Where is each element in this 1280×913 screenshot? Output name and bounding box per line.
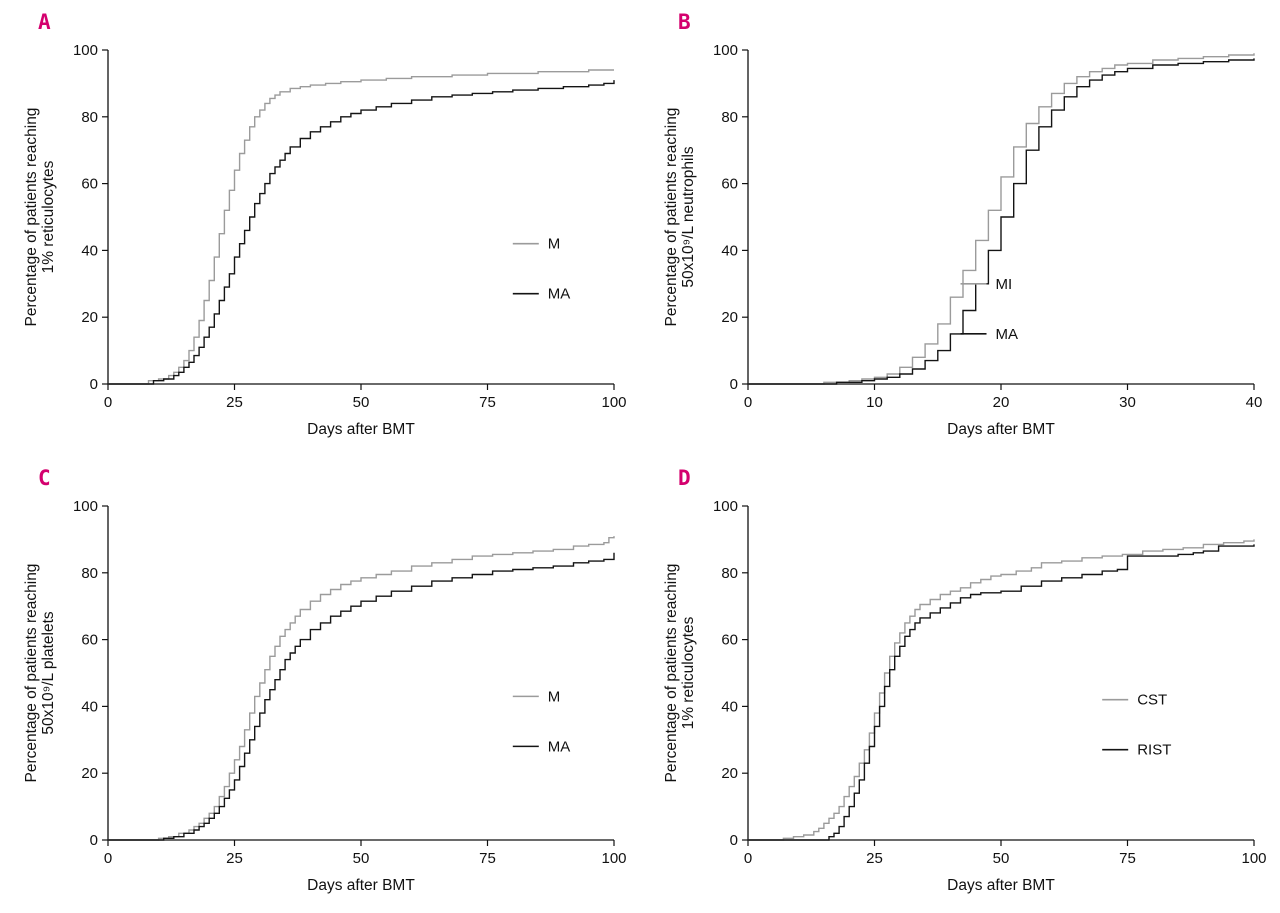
chart-a: 0 25 50 75 100 0 20 40 60 80 100 Days after BMT Perc… <box>23 42 627 438</box>
y-tick-label: 80 <box>721 109 738 126</box>
x-tick-label: 25 <box>226 850 243 867</box>
y-tick-label: 100 <box>73 42 98 59</box>
panel-b: B 0 10 20 30 40 0 20 40 60 80 100 Days after BMT Per… <box>640 0 1280 456</box>
y-tick-label: 100 <box>73 498 98 515</box>
x-tick-label: 0 <box>744 394 752 411</box>
chart-d: 0 25 50 75 100 0 20 40 60 80 100 Days after BMT Perc… <box>663 498 1267 894</box>
series-ma <box>108 80 615 385</box>
panel-c: C 0 25 50 75 100 0 20 40 60 80 100 Days after BMT Pe… <box>0 456 640 913</box>
x-tick-label: 75 <box>479 394 496 411</box>
y-tick-label: 60 <box>81 632 98 649</box>
x-axis-label: Days after BMT <box>307 421 415 438</box>
legend-label-rist: RIST <box>1137 742 1171 759</box>
panel-d: D 0 25 50 75 100 0 20 40 60 80 100 Days after BMT Pe… <box>640 456 1280 913</box>
x-tick-label: 40 <box>1246 394 1263 411</box>
series-ma <box>748 58 1255 385</box>
x-axis-label: Days after BMT <box>307 877 415 894</box>
y-tick-label: 80 <box>81 109 98 126</box>
y-tick-label: 20 <box>81 765 98 782</box>
y-tick-label: 0 <box>90 832 98 849</box>
y-tick-label: 40 <box>721 698 738 715</box>
legend-label-ma: MA <box>548 738 571 755</box>
series-m <box>108 536 615 841</box>
x-tick-label: 100 <box>1241 850 1266 867</box>
panel-a: A 0 25 50 75 100 0 20 40 60 80 100 Days after BMT Pe… <box>0 0 640 456</box>
y-axis-label: Percentage of patients reaching1% reticu… <box>663 564 697 783</box>
x-tick-label: 100 <box>601 394 626 411</box>
x-tick-label: 0 <box>104 394 112 411</box>
y-tick-label: 100 <box>713 42 738 59</box>
y-tick-label: 60 <box>721 176 738 193</box>
x-tick-label: 50 <box>353 850 370 867</box>
y-tick-label: 0 <box>90 376 98 393</box>
x-tick-label: 30 <box>1119 394 1136 411</box>
x-tick-label: 50 <box>353 394 370 411</box>
y-tick-label: 60 <box>81 176 98 193</box>
panel-label-a: A <box>38 10 51 34</box>
y-tick-label: 60 <box>721 632 738 649</box>
y-axis-label: Percentage of patients reaching50x10⁹/L … <box>23 564 57 783</box>
panel-label-b: B <box>678 10 691 34</box>
x-tick-label: 20 <box>993 394 1010 411</box>
y-tick-label: 100 <box>713 498 738 515</box>
y-tick-label: 20 <box>721 309 738 326</box>
panel-label-d: D <box>678 466 691 490</box>
series-cst <box>748 539 1255 841</box>
y-tick-label: 40 <box>721 242 738 259</box>
legend-label-mi: MI <box>996 276 1013 293</box>
y-tick-label: 80 <box>81 565 98 582</box>
chart-c: 0 25 50 75 100 0 20 40 60 80 100 Days after BMT Perc… <box>23 498 627 894</box>
x-tick-label: 50 <box>993 850 1010 867</box>
series-m <box>108 69 614 385</box>
series-ma <box>108 552 615 841</box>
chart-b: 0 10 20 30 40 0 20 40 60 80 100 Days after BMT Perce… <box>663 42 1263 438</box>
y-axis-label: Percentage of patients reaching1% reticu… <box>23 108 57 327</box>
y-tick-label: 0 <box>730 832 738 849</box>
y-tick-label: 20 <box>721 765 738 782</box>
legend-label-ma: MA <box>996 326 1019 343</box>
x-tick-label: 0 <box>744 850 752 867</box>
x-tick-label: 10 <box>866 394 883 411</box>
legend-label-m: M <box>548 688 561 705</box>
y-tick-label: 40 <box>81 242 98 259</box>
x-tick-label: 100 <box>601 850 626 867</box>
legend-label-m: M <box>548 236 561 253</box>
x-tick-label: 75 <box>479 850 496 867</box>
x-axis-label: Days after BMT <box>947 877 1055 894</box>
x-tick-label: 25 <box>866 850 883 867</box>
y-tick-label: 0 <box>730 376 738 393</box>
panel-label-c: C <box>38 466 51 490</box>
y-tick-label: 40 <box>81 698 98 715</box>
series-rist <box>748 544 1255 841</box>
x-tick-label: 75 <box>1119 850 1136 867</box>
x-tick-label: 0 <box>104 850 112 867</box>
legend-label-ma: MA <box>548 286 571 303</box>
x-tick-label: 25 <box>226 394 243 411</box>
y-axis-label: Percentage of patients reaching50x10⁹/L … <box>663 108 697 327</box>
x-axis-label: Days after BMT <box>947 421 1055 438</box>
y-tick-label: 80 <box>721 565 738 582</box>
legend-label-cst: CST <box>1137 692 1167 709</box>
series-mi <box>748 53 1255 385</box>
y-tick-label: 20 <box>81 309 98 326</box>
